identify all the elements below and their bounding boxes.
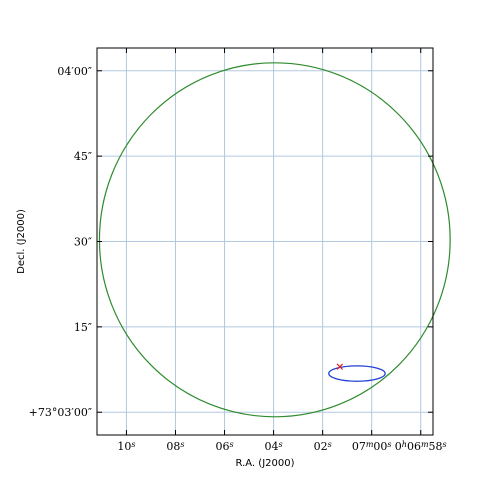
marker-stroke-b — [336, 363, 344, 370]
x-axis-title: R.A. (J2000) — [236, 458, 295, 469]
x-tick-label-4: 02s — [314, 440, 332, 453]
y-tick-label-0: +73°03′00″ — [29, 406, 92, 419]
x-tick-label-5: 07m00s — [352, 440, 392, 453]
small-blue-ellipse — [328, 365, 386, 382]
red-x-marker — [336, 363, 344, 370]
y-tick-label-4: 04′00″ — [57, 65, 92, 78]
x-tick-label-1: 08s — [166, 440, 184, 453]
x-tick-label-0: 10s — [117, 440, 135, 453]
y-tick-label-1: 15″ — [74, 321, 92, 334]
x-tick-labels: 10s 08s 06s 04s 02s 07m00s 0h06m58s — [117, 440, 446, 453]
tick-marks — [97, 48, 433, 435]
grid-lines — [97, 48, 433, 435]
x-tick-label-3: 04s — [265, 440, 283, 453]
y-tick-label-2: 30″ — [74, 236, 92, 249]
x-tick-label-6: 0h06m58s — [395, 440, 447, 453]
large-green-circle — [98, 62, 451, 418]
y-axis-title: Decl. (J2000) — [16, 209, 27, 274]
x-tick-label-2: 06s — [215, 440, 233, 453]
y-tick-labels: +73°03′00″ 15″ 30″ 45″ 04′00″ — [29, 65, 92, 419]
y-tick-label-3: 45″ — [74, 150, 92, 163]
